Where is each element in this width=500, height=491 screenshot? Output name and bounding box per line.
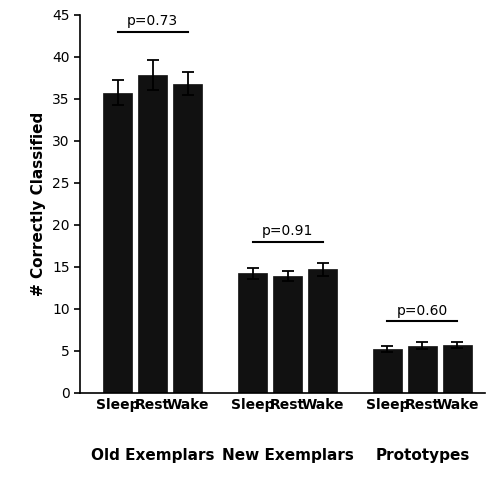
Bar (408, 346, 438, 393)
Text: Old Exemplars: Old Exemplars (91, 448, 214, 464)
Bar (102, 93, 132, 393)
Text: p=0.91: p=0.91 (262, 224, 313, 238)
Bar (372, 349, 402, 393)
Text: p=0.73: p=0.73 (127, 14, 178, 28)
Text: p=0.60: p=0.60 (397, 304, 448, 318)
Bar (138, 75, 168, 393)
Bar (442, 345, 472, 393)
Bar (172, 83, 203, 393)
Y-axis label: # Correctly Classified: # Correctly Classified (32, 111, 46, 296)
Text: Prototypes: Prototypes (376, 448, 470, 464)
Bar (272, 276, 302, 393)
Bar (238, 273, 268, 393)
Text: New Exemplars: New Exemplars (222, 448, 354, 464)
Bar (308, 269, 338, 393)
